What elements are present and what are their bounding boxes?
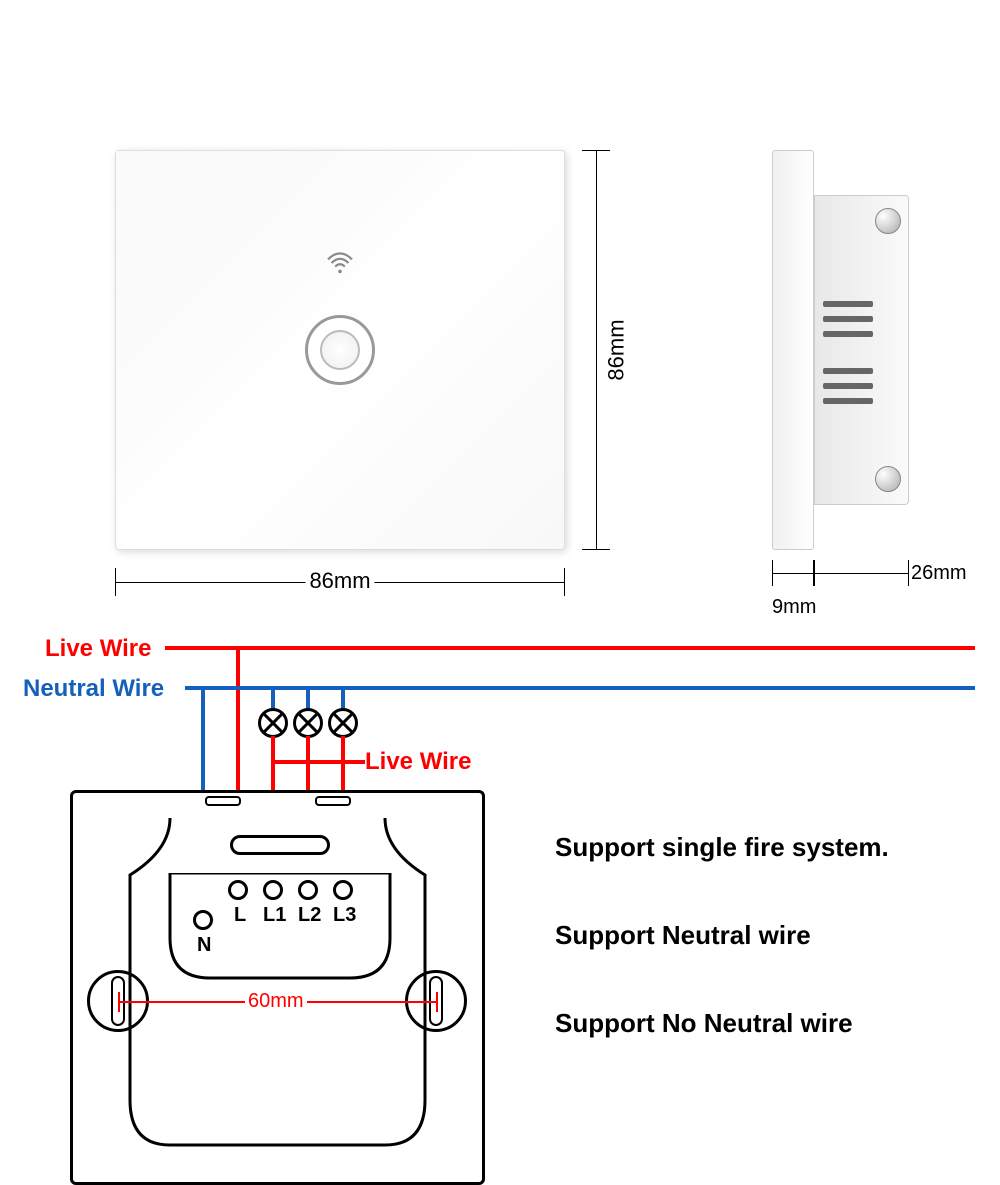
product-diagram: 86mm 86mm 26mm 9mm Live Wire <box>0 0 1000 1108</box>
terminal-label-L1: L1 <box>263 904 286 927</box>
neutral-wire-h <box>185 686 975 690</box>
vent-slot <box>823 383 873 389</box>
depth-label: 26mm <box>911 562 967 585</box>
terminal-L1 <box>263 880 283 900</box>
switch-side-faceplate <box>772 150 814 550</box>
screw-icon <box>875 466 901 492</box>
vent-slot <box>823 368 873 374</box>
feature-1: Support single fire system. <box>555 832 889 863</box>
capsule-slot <box>230 835 330 855</box>
width-dimension: 86mm <box>115 568 565 598</box>
height-dimension: 86mm <box>582 150 612 550</box>
face-depth-dimension <box>772 560 814 590</box>
lamp-icon <box>293 708 323 738</box>
switch-side-body <box>814 195 909 505</box>
wifi-icon <box>325 251 355 275</box>
terminal-label-L3: L3 <box>333 904 356 927</box>
feature-2: Support Neutral wire <box>555 920 811 951</box>
terminal-L3 <box>333 880 353 900</box>
terminal-N <box>193 910 213 930</box>
vent-slot <box>823 331 873 337</box>
mount-distance-label: 60mm <box>245 990 307 1013</box>
depth-dimension: 26mm <box>814 560 909 590</box>
tab-notch <box>315 796 351 806</box>
lamp-icon <box>258 708 288 738</box>
live-return-h <box>271 760 365 764</box>
live-wire-h <box>165 646 975 650</box>
terminal-label-L: L <box>234 904 246 927</box>
touch-button <box>305 315 375 385</box>
screw-icon <box>875 208 901 234</box>
live-wire-label: Live Wire <box>45 635 152 663</box>
terminal-label-L2: L2 <box>298 904 321 927</box>
width-label: 86mm <box>305 568 374 594</box>
lamp-icon <box>328 708 358 738</box>
touch-button-inner <box>320 330 360 370</box>
neutral-wire-label: Neutral Wire <box>23 675 164 703</box>
vent-slot <box>823 316 873 322</box>
switch-front-view <box>115 150 565 550</box>
terminal-L2 <box>298 880 318 900</box>
vent-slot <box>823 398 873 404</box>
vent-slot <box>823 301 873 307</box>
terminal-label-N: N <box>197 934 211 957</box>
terminal-L <box>228 880 248 900</box>
face-depth-label: 9mm <box>772 596 816 619</box>
tab-notch <box>205 796 241 806</box>
feature-3: Support No Neutral wire <box>555 1008 853 1039</box>
live-wire-label-2: Live Wire <box>365 748 472 776</box>
height-label: 86mm <box>604 315 630 384</box>
